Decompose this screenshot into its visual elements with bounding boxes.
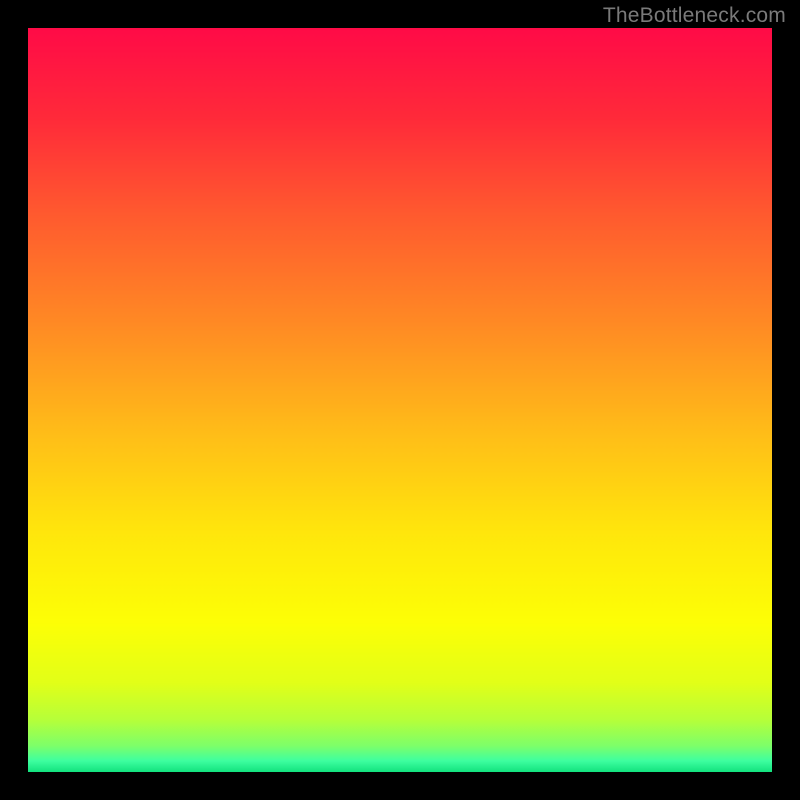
- chart-stage: TheBottleneck.com: [0, 0, 800, 800]
- gradient-background: [28, 28, 772, 772]
- plot-area: [28, 28, 772, 772]
- watermark-text: TheBottleneck.com: [603, 4, 786, 28]
